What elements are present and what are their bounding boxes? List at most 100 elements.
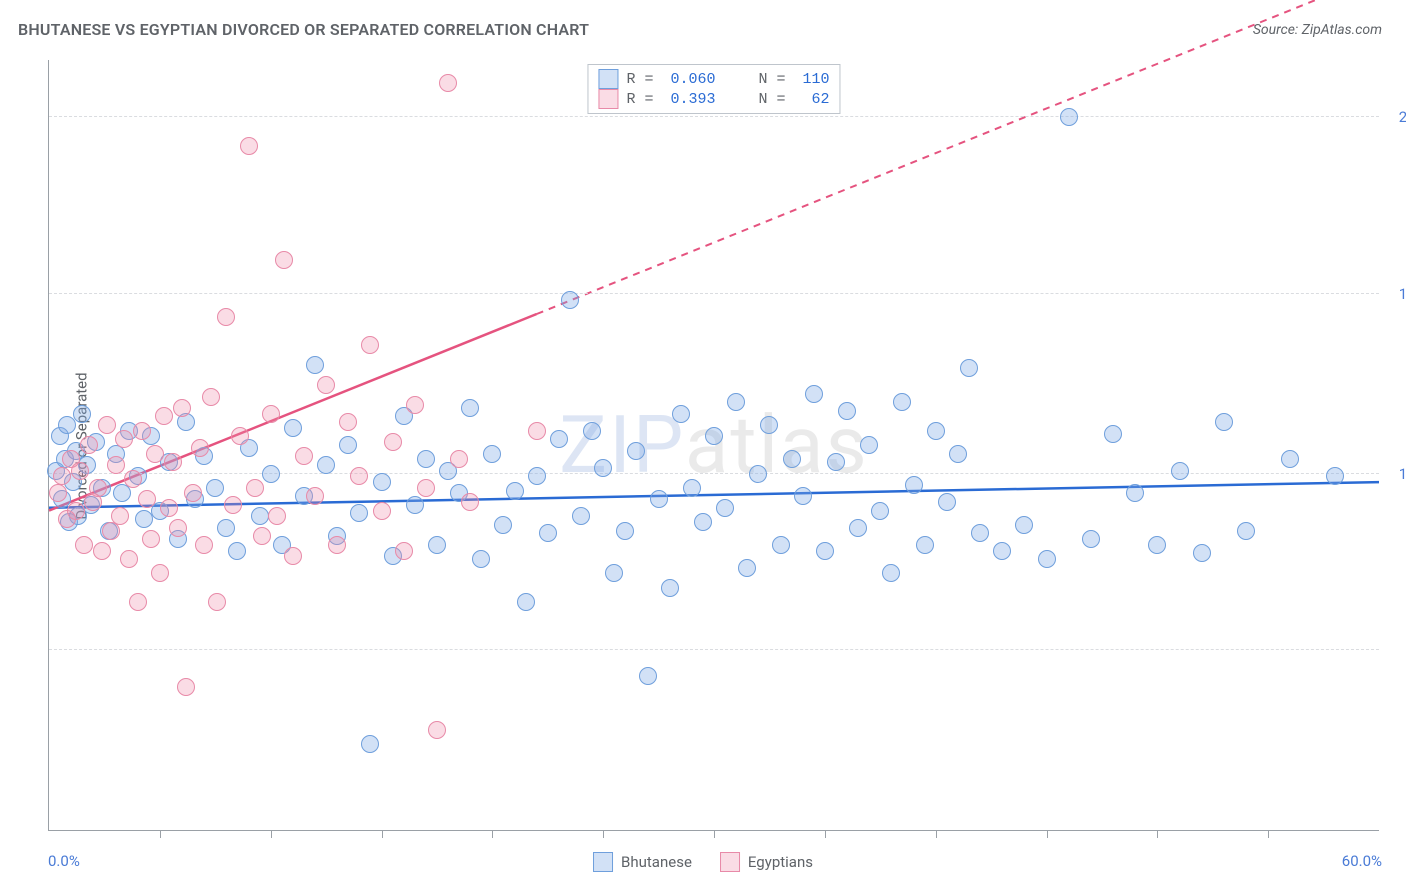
- scatter-point: [1126, 484, 1144, 502]
- scatter-point: [517, 593, 535, 611]
- scatter-point: [650, 490, 668, 508]
- scatter-point: [838, 402, 856, 420]
- scatter-point: [124, 470, 142, 488]
- scatter-point: [1215, 413, 1233, 431]
- scatter-point: [339, 413, 357, 431]
- scatter-point: [246, 479, 264, 497]
- y-tick-label: 6.3%: [1384, 641, 1406, 659]
- scatter-point: [749, 465, 767, 483]
- trend-line-dashed: [537, 0, 1379, 314]
- scatter-point: [849, 519, 867, 537]
- scatter-point: [783, 450, 801, 468]
- scatter-point: [142, 530, 160, 548]
- scatter-point: [871, 502, 889, 520]
- scatter-point: [155, 407, 173, 425]
- x-tick: [382, 830, 383, 838]
- scatter-point: [1281, 450, 1299, 468]
- legend-n-value: 62: [803, 91, 830, 108]
- x-tick: [603, 830, 604, 838]
- scatter-point: [284, 547, 302, 565]
- scatter-point: [916, 536, 934, 554]
- scatter-point: [905, 476, 923, 494]
- scatter-point: [268, 507, 286, 525]
- scatter-point: [350, 467, 368, 485]
- scatter-point: [528, 422, 546, 440]
- x-tick: [160, 830, 161, 838]
- x-tick: [825, 830, 826, 838]
- scatter-point: [816, 542, 834, 560]
- scatter-point: [616, 522, 634, 540]
- scatter-point: [53, 467, 71, 485]
- scatter-point: [406, 496, 424, 514]
- scatter-point: [306, 487, 324, 505]
- gridline-h: [49, 116, 1379, 117]
- scatter-point: [253, 527, 271, 545]
- scatter-point: [483, 445, 501, 463]
- scatter-point: [160, 499, 178, 517]
- legend-swatch: [593, 852, 613, 872]
- legend-swatch: [720, 852, 740, 872]
- scatter-point: [224, 496, 242, 514]
- scatter-point: [927, 422, 945, 440]
- scatter-point: [195, 536, 213, 554]
- scatter-point: [151, 564, 169, 582]
- legend-swatch: [598, 89, 618, 109]
- x-tick: [714, 830, 715, 838]
- source-prefix: Source:: [1253, 22, 1302, 38]
- x-tick: [271, 830, 272, 838]
- scatter-point: [760, 416, 778, 434]
- scatter-point: [251, 507, 269, 525]
- correlation-legend-row: R = 0.060 N = 110: [598, 69, 829, 89]
- legend-n-label: N =: [759, 91, 795, 108]
- scatter-point: [89, 479, 107, 497]
- x-tick: [492, 830, 493, 838]
- scatter-point: [107, 456, 125, 474]
- scatter-point: [716, 499, 734, 517]
- scatter-point: [949, 445, 967, 463]
- scatter-point: [284, 419, 302, 437]
- scatter-point: [428, 721, 446, 739]
- scatter-point: [306, 356, 324, 374]
- scatter-point: [67, 502, 85, 520]
- legend-label: Egyptians: [748, 853, 813, 871]
- y-tick-label: 18.8%: [1384, 285, 1406, 303]
- legend-swatch: [598, 69, 618, 89]
- scatter-point: [561, 291, 579, 309]
- legend-r-value: 0.060: [670, 71, 715, 88]
- scatter-point: [1171, 462, 1189, 480]
- scatter-point: [428, 536, 446, 554]
- scatter-point: [1148, 536, 1166, 554]
- scatter-point: [58, 416, 76, 434]
- scatter-point: [339, 436, 357, 454]
- scatter-point: [727, 393, 745, 411]
- scatter-point: [971, 524, 989, 542]
- scatter-point: [384, 433, 402, 451]
- scatter-point: [373, 473, 391, 491]
- y-tick-label: 12.5%: [1384, 465, 1406, 483]
- series-legend-item: Bhutanese: [593, 852, 692, 872]
- source-attribution: Source: ZipAtlas.com: [1253, 22, 1382, 38]
- scatter-point: [350, 504, 368, 522]
- scatter-point: [1193, 544, 1211, 562]
- scatter-point: [169, 519, 187, 537]
- scatter-point: [439, 74, 457, 92]
- scatter-point: [794, 487, 812, 505]
- series-legend: Bhutanese Egyptians: [593, 852, 813, 872]
- scatter-point: [406, 396, 424, 414]
- scatter-point: [528, 467, 546, 485]
- scatter-point: [993, 542, 1011, 560]
- scatter-point: [133, 422, 151, 440]
- gridline-h: [49, 649, 1379, 650]
- scatter-point: [1104, 425, 1122, 443]
- scatter-point: [627, 442, 645, 460]
- scatter-point: [417, 479, 435, 497]
- scatter-point: [71, 462, 89, 480]
- scatter-point: [177, 678, 195, 696]
- x-axis-min-label: 0.0%: [48, 852, 80, 870]
- legend-r-label: R =: [626, 91, 662, 108]
- scatter-point: [661, 579, 679, 597]
- scatter-point: [461, 493, 479, 511]
- scatter-point: [539, 524, 557, 542]
- scatter-point: [583, 422, 601, 440]
- chart-container: BHUTANESE VS EGYPTIAN DIVORCED OR SEPARA…: [0, 0, 1406, 892]
